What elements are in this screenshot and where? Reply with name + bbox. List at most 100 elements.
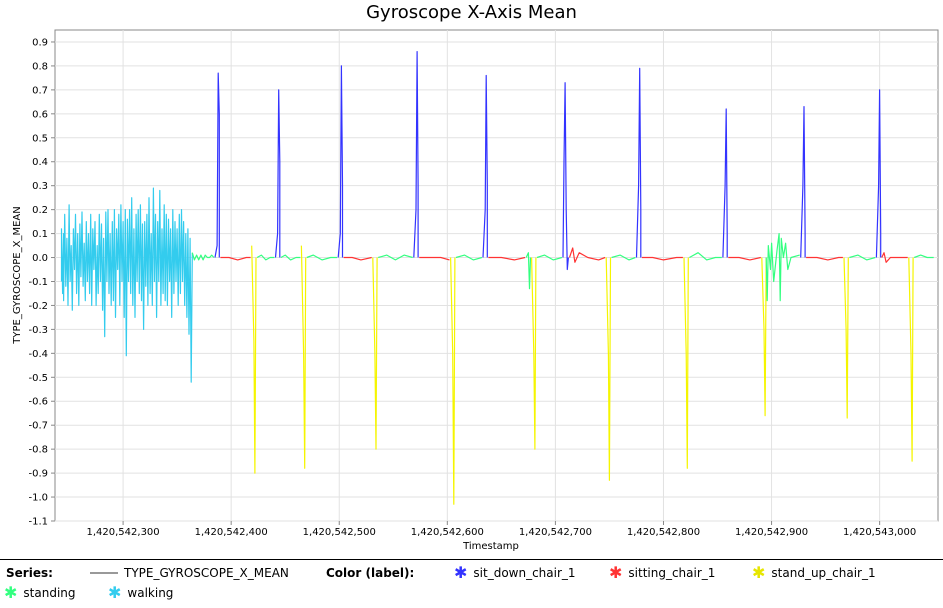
y-tick-label: -0.9 — [28, 469, 48, 480]
y-tick-label: 0.1 — [32, 229, 48, 240]
series-line-standing — [849, 254, 876, 261]
series-line-standing — [455, 254, 483, 261]
legend-item-standing: ✱ standing — [4, 583, 76, 602]
y-tick-label: -1.0 — [28, 493, 48, 504]
legend-series-heading: Series: — [6, 566, 53, 580]
y-tick-label: 0.2 — [32, 205, 48, 216]
series-line-sit-down-chair-1 — [413, 50, 419, 258]
legend-item-label: sitting_chair_1 — [628, 566, 716, 580]
legend-color-heading: Color (label): — [326, 566, 415, 580]
legend-item-walking: ✱ walking — [108, 583, 174, 602]
legend-star-icon: ✱ — [454, 563, 468, 582]
x-tick-label: 1,420,542,500 — [303, 527, 376, 538]
series-line-walking — [60, 187, 193, 383]
data-series — [60, 50, 934, 505]
legend-item-stand-up-chair: ✱ stand_up_chair_1 — [752, 563, 876, 582]
y-tick-label: -0.3 — [28, 325, 48, 336]
y-axis-ticks: 0.9 0.8 0.7 0.6 0.5 0.4 0.3 0.2 0.1 0.0 -0.1 -0.2 -0… — [28, 37, 55, 528]
y-tick-label: 0.5 — [32, 133, 48, 144]
series-line-sit-down-chair-1 — [800, 105, 806, 258]
series-line-standing — [689, 252, 722, 261]
series-line-stand-up-chair-1 — [908, 257, 914, 462]
series-line-sit-down-chair-1 — [722, 108, 728, 258]
series-line-stand-up-chair-1 — [372, 257, 378, 450]
series-line-sit-down-chair-1 — [214, 72, 220, 258]
series-line-sit-down-chair-1 — [482, 74, 488, 258]
series-line-sitting-chair-1 — [220, 256, 251, 261]
series-line-sit-down-chair-1 — [274, 89, 281, 258]
legend-item-sit-down-chair: ✱ sit_down_chair_1 — [454, 563, 576, 582]
y-tick-label: -0.1 — [28, 277, 48, 288]
series-line-standing — [256, 254, 275, 261]
legend-item-label: walking — [127, 586, 174, 600]
series-line-sitting-chair-1 — [881, 252, 908, 263]
x-tick-label: 1,420,542,700 — [519, 527, 592, 538]
y-tick-label: 0.6 — [32, 109, 48, 120]
y-tick-label: -0.7 — [28, 421, 48, 432]
series-line-sitting-chair-1 — [419, 256, 450, 261]
series-line-standing — [765, 233, 800, 302]
series-line-sitting-chair-1 — [806, 256, 843, 261]
y-tick-label: -0.8 — [28, 445, 48, 456]
series-line-stand-up-chair-1 — [450, 257, 456, 505]
y-tick-label: 0.9 — [32, 37, 48, 48]
legend-star-icon: ✱ — [752, 563, 766, 582]
series-line-sit-down-chair-1 — [635, 67, 642, 258]
legend-star-icon: ✱ — [4, 583, 18, 602]
legend-item-sitting-chair: ✱ sitting_chair_1 — [609, 563, 716, 582]
legend-series-entry: TYPE_GYROSCOPE_X_MEAN — [90, 566, 289, 580]
series-line-sitting-chair-1 — [488, 256, 526, 261]
series-line-stand-up-chair-1 — [300, 245, 307, 469]
y-tick-label: -0.2 — [28, 301, 48, 312]
y-tick-label: 0.7 — [32, 85, 48, 96]
series-line-sit-down-chair-1 — [562, 82, 569, 271]
series-line-sit-down-chair-1 — [337, 65, 344, 258]
y-tick-label: 0.8 — [32, 61, 48, 72]
series-line-standing — [525, 252, 532, 290]
series-line-stand-up-chair-1 — [683, 257, 689, 469]
series-line-stand-up-chair-1 — [761, 257, 767, 417]
x-tick-label: 1,420,542,900 — [735, 527, 808, 538]
x-tick-label: 1,420,542,300 — [87, 527, 160, 538]
x-axis-ticks: 1,420,542,300 1,420,542,400 1,420,542,500 1… — [87, 521, 916, 538]
series-line-standing — [378, 254, 413, 261]
y-axis-label: TYPE_GYROSCOPE_X_MEAN — [12, 206, 23, 344]
plot-area — [54, 29, 939, 522]
x-axis-label: Timestamp — [462, 541, 519, 552]
legend-series-name: TYPE_GYROSCOPE_X_MEAN — [124, 566, 289, 580]
series-line-sitting-chair-1 — [568, 247, 606, 263]
series-line-standing — [536, 254, 563, 261]
y-tick-label: -0.4 — [28, 349, 48, 360]
y-tick-label: 0.3 — [32, 181, 48, 192]
series-line-sitting-chair-1 — [343, 256, 372, 261]
x-tick-label: 1,420,542,400 — [195, 527, 268, 538]
series-line-standing — [611, 254, 636, 261]
legend-line-swatch — [90, 572, 118, 574]
series-line-standing — [913, 254, 934, 259]
series-line-standing — [306, 254, 338, 261]
chart-legend: Series: TYPE_GYROSCOPE_X_MEAN Color (lab… — [0, 559, 943, 608]
series-line-standing — [280, 254, 301, 261]
chart-title: Gyroscope X-Axis Mean — [366, 2, 577, 23]
series-line-sit-down-chair-1 — [875, 89, 882, 258]
series-line-stand-up-chair-1 — [251, 245, 257, 474]
y-tick-label: 0.0 — [32, 253, 48, 264]
series-line-standing — [191, 252, 215, 261]
x-tick-label: 1,420,542,600 — [411, 527, 484, 538]
x-tick-label: 1,420,543,000 — [843, 527, 916, 538]
series-line-sitting-chair-1 — [641, 256, 683, 261]
series-line-stand-up-chair-1 — [531, 257, 537, 450]
series-line-stand-up-chair-1 — [843, 257, 849, 419]
legend-item-label: sit_down_chair_1 — [473, 566, 576, 580]
legend-item-label: standing — [23, 586, 76, 600]
legend-item-label: stand_up_chair_1 — [771, 566, 876, 580]
legend-star-icon: ✱ — [108, 583, 122, 602]
x-tick-label: 1,420,542,800 — [627, 527, 700, 538]
y-tick-label: -0.5 — [28, 373, 48, 384]
y-tick-label: -0.6 — [28, 397, 48, 408]
grid-lines — [55, 30, 938, 522]
y-tick-label: -1.1 — [28, 517, 48, 528]
series-line-stand-up-chair-1 — [605, 257, 612, 481]
chart-plot: 0.9 0.8 0.7 0.6 0.5 0.4 0.3 0.2 0.1 0.0 -0.1 -0.2 -0… — [12, 29, 939, 552]
legend-star-icon: ✱ — [609, 563, 623, 582]
